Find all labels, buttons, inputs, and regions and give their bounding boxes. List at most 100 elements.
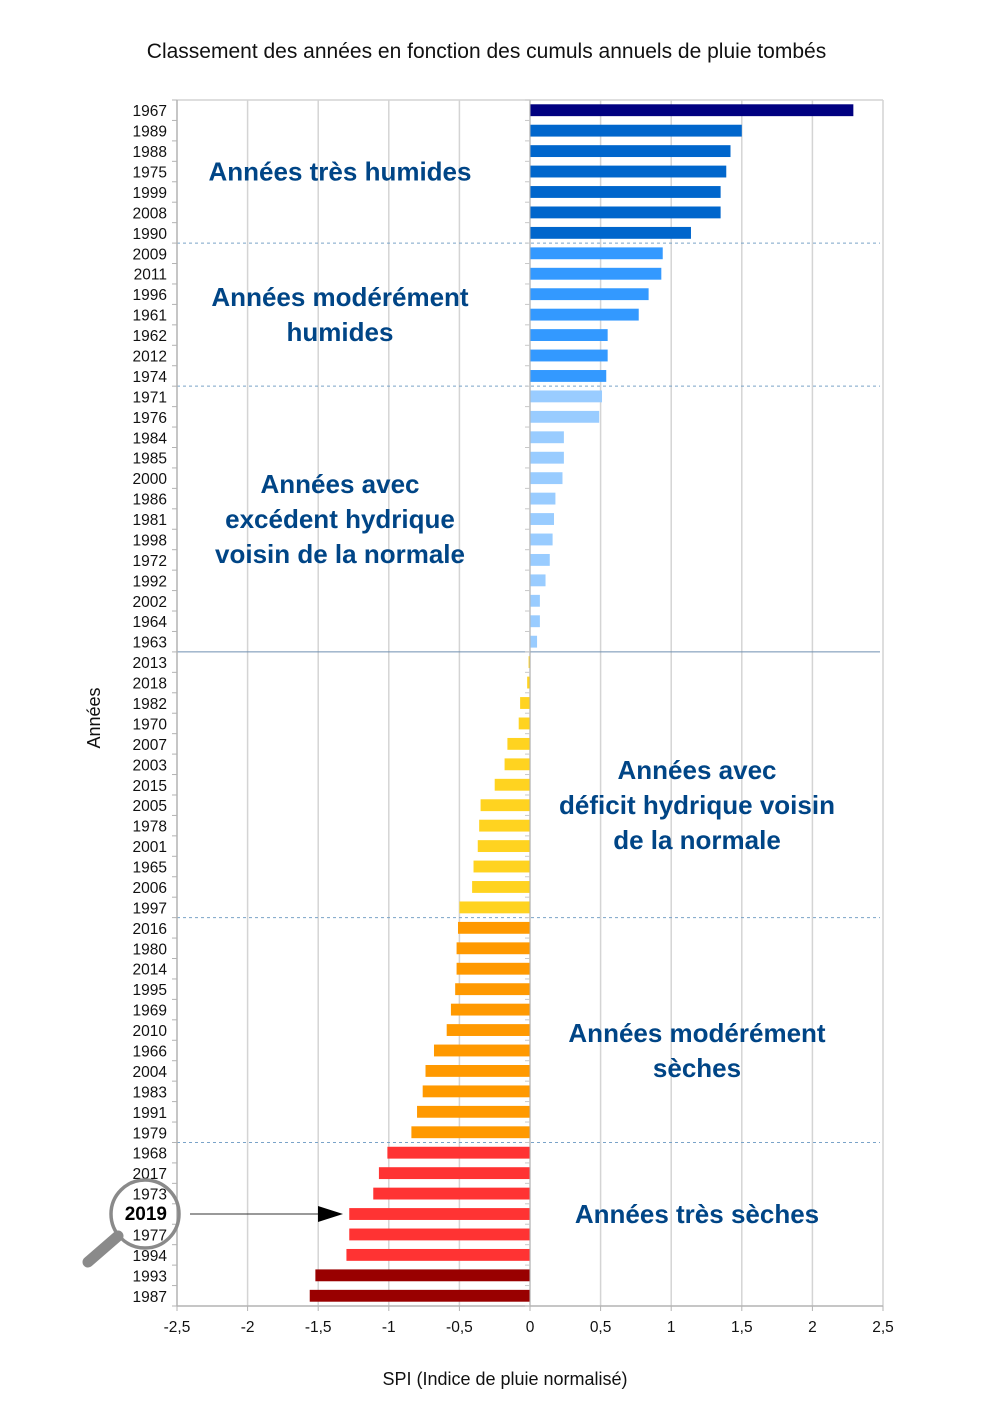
y-label-2000: 2000 xyxy=(133,471,168,488)
bar-1985 xyxy=(530,451,564,464)
gridlines xyxy=(177,99,884,1306)
bar-1979 xyxy=(411,1126,530,1139)
x-label: -2,5 xyxy=(164,1319,191,1336)
x-label: 0 xyxy=(526,1319,535,1336)
y-label-1973: 1973 xyxy=(133,1187,167,1204)
bar-1987 xyxy=(309,1289,530,1302)
y-label-2005: 2005 xyxy=(133,798,167,815)
y-label-2009: 2009 xyxy=(133,246,167,263)
y-label-1993: 1993 xyxy=(133,1268,167,1285)
x-label: 2 xyxy=(808,1319,817,1336)
y-label-2014: 2014 xyxy=(133,962,168,979)
y-label-1963: 1963 xyxy=(133,635,167,652)
bars xyxy=(309,104,854,1302)
y-label-2018: 2018 xyxy=(133,676,167,693)
bar-1978 xyxy=(479,819,530,832)
bar-1997 xyxy=(459,901,530,914)
bar-1962 xyxy=(530,329,608,341)
region-label-line: voisin de la normale xyxy=(215,539,465,569)
bar-1974 xyxy=(530,370,607,382)
chart-title: Classement des années en fonction des cu… xyxy=(146,40,827,63)
bar-1968 xyxy=(387,1146,530,1159)
y-label-1965: 1965 xyxy=(133,860,167,877)
region-label-line: Années modérément xyxy=(211,282,469,312)
y-label-2012: 2012 xyxy=(133,349,167,366)
y-label-2016: 2016 xyxy=(133,921,167,938)
region-annotations: Années très humides Années modérément humi… xyxy=(209,157,835,1229)
bar-1971 xyxy=(530,390,603,403)
y-label-1977: 1977 xyxy=(133,1227,167,1244)
y-label-1999: 1999 xyxy=(133,185,167,202)
y-label-1985: 1985 xyxy=(133,451,167,468)
y-label-1983: 1983 xyxy=(133,1084,167,1101)
bar-2001 xyxy=(477,840,530,853)
y-label-1978: 1978 xyxy=(133,819,167,836)
y-label-1990: 1990 xyxy=(133,226,168,243)
bar-1967 xyxy=(530,104,854,117)
bar-2008 xyxy=(530,206,721,219)
region-label-line: sèches xyxy=(653,1053,741,1083)
bar-1986 xyxy=(530,492,556,505)
y-label-2013: 2013 xyxy=(133,655,167,672)
bar-2000 xyxy=(530,472,563,485)
y-label-1992: 1992 xyxy=(133,573,167,590)
bar-2012 xyxy=(530,349,608,362)
bar-2019 xyxy=(349,1208,530,1220)
bar-1989 xyxy=(530,124,742,137)
bar-2016 xyxy=(457,921,530,934)
y-label-1989: 1989 xyxy=(133,124,167,141)
x-label: 0,5 xyxy=(590,1319,612,1336)
bar-1975 xyxy=(530,165,727,178)
x-label: -1,5 xyxy=(305,1319,332,1336)
y-label-1976: 1976 xyxy=(133,410,167,427)
y-label-1995: 1995 xyxy=(133,982,167,999)
bar-1970 xyxy=(518,717,530,730)
y-label-1994: 1994 xyxy=(133,1248,168,1265)
y-label-1961: 1961 xyxy=(133,308,167,325)
bar-1977 xyxy=(349,1228,530,1241)
x-label: 1,5 xyxy=(731,1319,753,1336)
y-label-1969: 1969 xyxy=(133,1003,167,1020)
bar-1980 xyxy=(456,942,530,955)
region-label-line: déficit hydrique voisin xyxy=(559,790,835,820)
bar-1961 xyxy=(530,308,639,321)
bar-2010 xyxy=(446,1024,530,1036)
bar-2017 xyxy=(378,1167,530,1180)
y-label-2007: 2007 xyxy=(133,737,167,754)
bar-1966 xyxy=(433,1044,530,1057)
x-label: -2 xyxy=(241,1319,255,1336)
x-axis-title: SPI (Indice de pluie normalisé) xyxy=(382,1369,627,1389)
x-label: 1 xyxy=(667,1319,676,1336)
bar-1969 xyxy=(450,1003,530,1016)
bar-1982 xyxy=(520,697,530,709)
bar-1996 xyxy=(530,288,649,301)
y-label-2002: 2002 xyxy=(133,594,167,611)
bar-2011 xyxy=(530,267,662,280)
region-label-line: humides xyxy=(287,317,394,347)
bar-2005 xyxy=(480,799,530,812)
bar-1993 xyxy=(315,1269,530,1282)
bar-1976 xyxy=(530,410,600,423)
y-label-1962: 1962 xyxy=(133,328,167,345)
y-label-2006: 2006 xyxy=(133,880,167,897)
region-label-line: Années modérément xyxy=(568,1018,826,1048)
bar-1984 xyxy=(530,431,564,444)
y-label-1970: 1970 xyxy=(133,716,168,733)
y-label-1984: 1984 xyxy=(133,430,168,447)
y-label-1966: 1966 xyxy=(133,1043,167,1060)
region-label-line: Années très humides xyxy=(209,157,472,187)
y-label-1980: 1980 xyxy=(133,941,168,958)
magnifier-lens-icon xyxy=(109,1178,181,1250)
bar-2006 xyxy=(472,881,530,893)
y-label-1974: 1974 xyxy=(133,369,168,386)
y-label-2003: 2003 xyxy=(133,757,167,774)
y-label-1975: 1975 xyxy=(133,165,167,182)
bar-1983 xyxy=(422,1085,530,1098)
region-label-line: excédent hydrique xyxy=(225,504,455,534)
bar-2015 xyxy=(494,778,530,791)
bar-1994 xyxy=(346,1248,530,1261)
bar-2009 xyxy=(530,247,663,260)
region-label-line: de la normale xyxy=(613,825,781,855)
y-label-1971: 1971 xyxy=(133,389,167,406)
